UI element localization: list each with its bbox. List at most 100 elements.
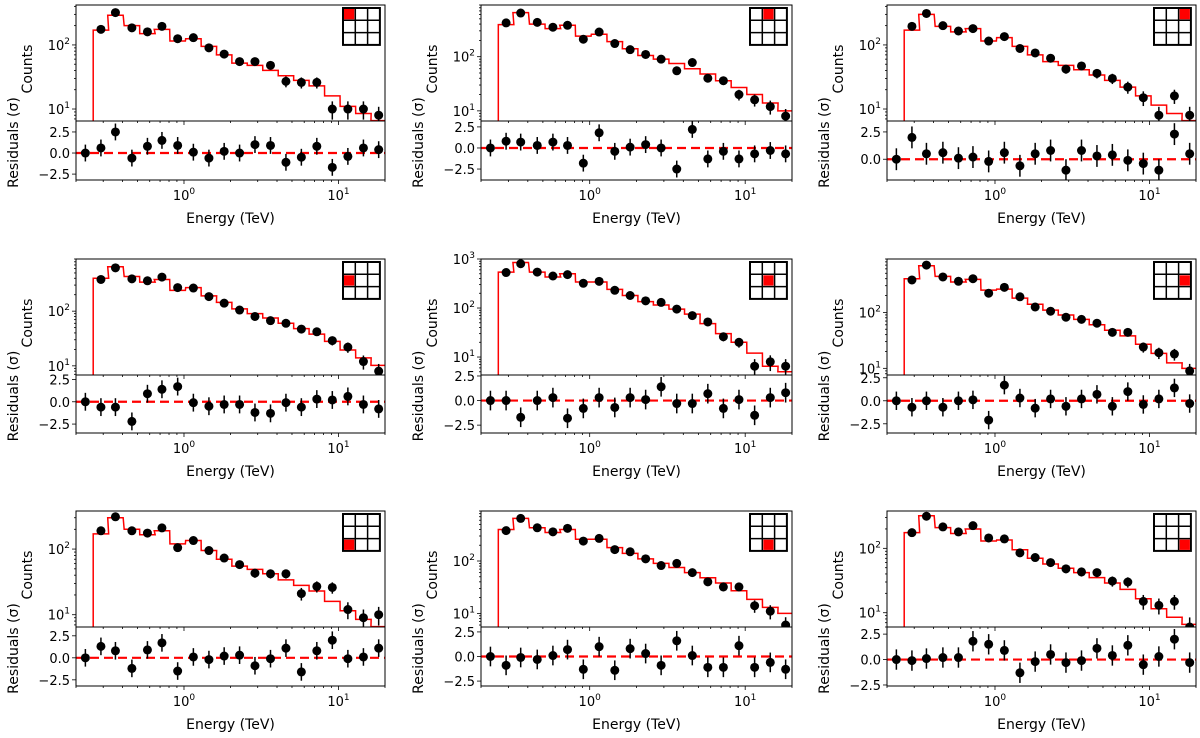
count-point: [734, 337, 744, 347]
count-point: [594, 276, 604, 286]
region-grid-inset: [342, 513, 381, 552]
x-tick-label: 100: [579, 693, 602, 710]
count-point: [953, 276, 963, 286]
count-point: [999, 282, 1009, 292]
residual-point: [516, 412, 526, 422]
residual-point: [734, 154, 744, 164]
count-point: [1076, 567, 1086, 577]
residual-point: [327, 162, 337, 172]
count-point: [968, 521, 978, 531]
residual-point: [765, 393, 775, 403]
x-tick-label: 100: [173, 187, 196, 204]
count-point: [296, 77, 306, 87]
count-point: [516, 513, 526, 523]
residual-point: [343, 654, 353, 664]
highlighted-cell: [1179, 539, 1190, 550]
y-axis-label-residuals: Residuals (σ): [411, 97, 427, 188]
count-point: [921, 260, 931, 270]
residual-point: [891, 396, 901, 406]
count-point: [1061, 564, 1071, 574]
residual-point: [80, 653, 90, 663]
residual-point: [374, 145, 384, 155]
residual-point: [1123, 640, 1133, 650]
count-point: [96, 274, 106, 284]
residual-point: [1138, 159, 1148, 169]
residual-point: [127, 663, 137, 673]
residual-point: [173, 140, 183, 150]
residual-point: [80, 397, 90, 407]
residual-y-tick-label: 2.5: [860, 628, 881, 643]
count-point: [750, 601, 760, 611]
count-point: [358, 357, 368, 367]
count-point: [953, 26, 963, 36]
y-tick-label: 101: [48, 358, 70, 375]
residual-point: [157, 384, 167, 394]
residual-point: [907, 656, 917, 666]
residual-point: [281, 157, 291, 167]
residuals-axes-frame: [75, 626, 386, 687]
count-point: [110, 263, 120, 273]
residual-point: [204, 401, 214, 411]
y-axis-label-residuals: Residuals (σ): [6, 351, 22, 442]
count-point: [750, 95, 760, 105]
residual-point: [1046, 146, 1056, 155]
model-step-line: [903, 515, 1196, 627]
x-tick-label: 100: [579, 187, 602, 204]
residual-point: [1015, 393, 1025, 403]
highlighted-cell: [344, 275, 355, 286]
residual-point: [1076, 146, 1086, 155]
x-tick-label: 101: [327, 187, 349, 204]
count-point: [1123, 577, 1133, 587]
x-axis-label: Energy (TeV): [186, 717, 275, 733]
residual-point: [142, 389, 152, 399]
residuals-axes-frame: [480, 374, 793, 434]
residual-y-tick-label: 0.0: [454, 651, 475, 666]
residual-point: [1123, 155, 1133, 165]
residual-point: [250, 407, 260, 417]
residual-point: [265, 140, 275, 150]
y-axis-label-counts: Counts: [20, 299, 36, 348]
count-point: [1030, 48, 1040, 58]
residual-point: [343, 151, 353, 161]
residual-point: [110, 646, 120, 656]
residual-point: [999, 148, 1009, 158]
model-step-line: [903, 13, 1196, 121]
count-point: [921, 511, 931, 521]
residual-point: [750, 149, 760, 159]
count-point: [327, 336, 337, 346]
y-tick-label: 101: [48, 101, 70, 118]
count-point: [1015, 43, 1025, 53]
count-point: [374, 110, 384, 120]
residual-point: [219, 651, 229, 661]
count-point: [157, 272, 167, 282]
residual-point: [938, 653, 948, 663]
y-tick-label: 101: [859, 101, 881, 118]
residual-y-tick-label: −2.5: [38, 418, 70, 433]
y-tick-label: 102: [859, 304, 881, 321]
residual-point: [703, 154, 713, 164]
residual-y-tick-label: 2.5: [454, 121, 475, 136]
count-point: [358, 104, 368, 114]
residual-point: [1107, 650, 1117, 660]
x-axis-label: Energy (TeV): [592, 211, 681, 227]
y-axis-label-counts: Counts: [20, 45, 36, 94]
residual-point: [672, 399, 682, 409]
count-point: [281, 76, 291, 86]
count-point: [734, 90, 744, 100]
count-point: [765, 357, 775, 367]
residual-point: [984, 415, 994, 425]
count-point: [687, 568, 697, 578]
residual-point: [610, 146, 620, 156]
count-point: [1107, 576, 1117, 586]
residual-y-tick-label: 2.5: [860, 126, 881, 141]
x-axis-label: Energy (TeV): [592, 717, 681, 733]
y-tick-label: 102: [48, 37, 70, 54]
residual-point: [250, 661, 260, 671]
count-point: [281, 318, 291, 328]
count-point: [110, 512, 120, 522]
residual-point: [968, 152, 978, 162]
count-point: [127, 526, 137, 536]
count-point: [96, 526, 106, 536]
count-point: [265, 569, 275, 579]
